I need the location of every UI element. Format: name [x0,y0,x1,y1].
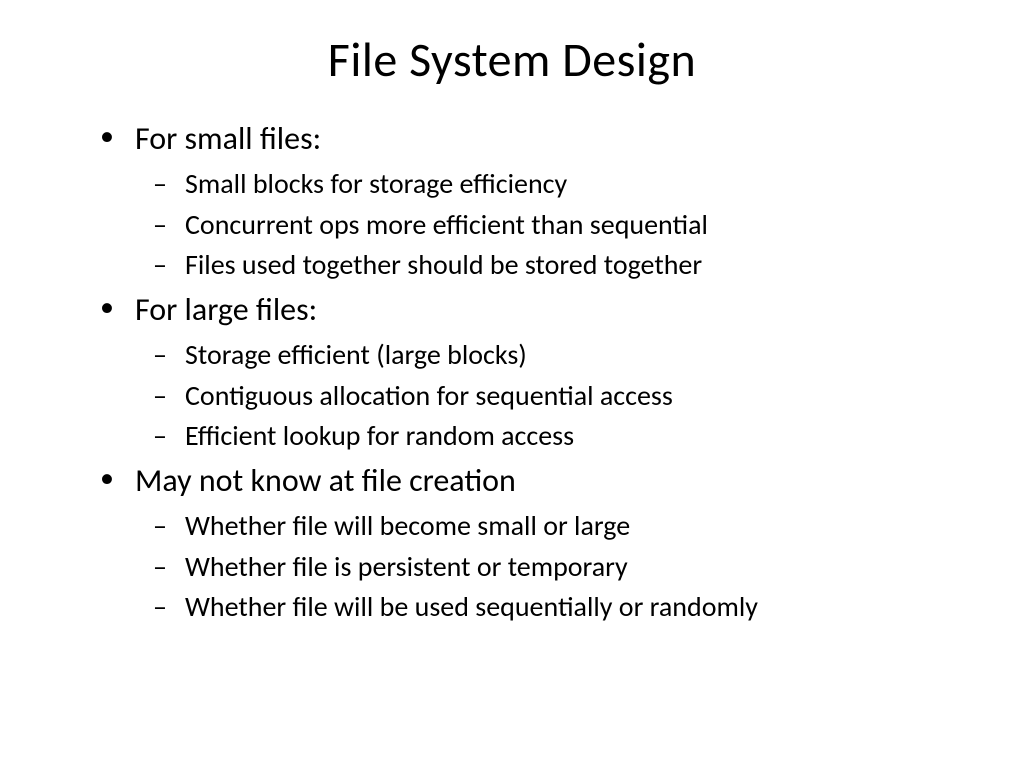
sub-bullet-item: Storage efficient (large blocks) [153,335,974,376]
sub-bullet-item: Concurrent ops more efficient than seque… [153,205,974,246]
bullet-list-level2: Storage efficient (large blocks) Contigu… [153,335,974,457]
bullet-list-level2: Small blocks for storage efficiency Conc… [153,164,974,286]
bullet-item: May not know at file creation Whether fi… [100,459,974,628]
sub-bullet-item: Small blocks for storage efficiency [153,164,974,205]
bullet-text: May not know at file creation [135,461,516,500]
sub-bullet-item: Whether file will be used sequentially o… [153,587,974,628]
bullet-list-level1: For small files: Small blocks for storag… [100,117,974,628]
sub-bullet-item: Whether file will become small or large [153,506,974,547]
sub-bullet-item: Contiguous allocation for sequential acc… [153,376,974,417]
sub-bullet-item: Whether file is persistent or temporary [153,547,974,588]
bullet-item: For small files: Small blocks for storag… [100,117,974,286]
bullet-list-level2: Whether file will become small or large … [153,506,974,628]
slide-title: File System Design [50,30,974,89]
sub-bullet-item: Efficient lookup for random access [153,416,974,457]
sub-bullet-item: Files used together should be stored tog… [153,245,974,286]
slide-content: For small files: Small blocks for storag… [50,117,974,628]
bullet-text: For large files: [135,290,317,329]
bullet-text: For small files: [135,119,321,158]
bullet-item: For large files: Storage efficient (larg… [100,288,974,457]
